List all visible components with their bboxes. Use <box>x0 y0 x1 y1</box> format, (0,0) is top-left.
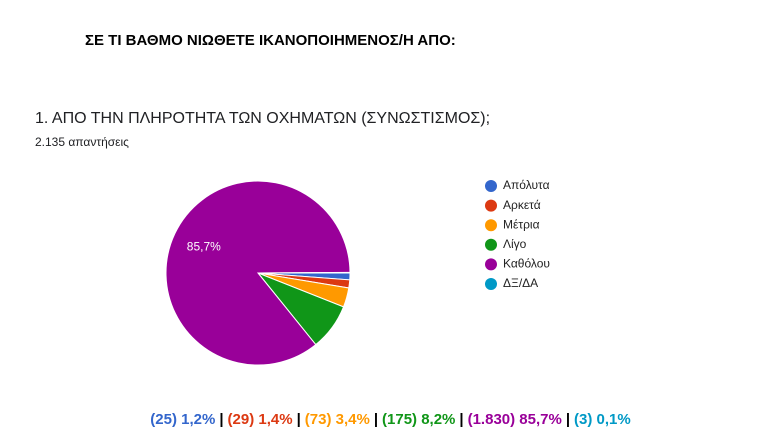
legend-label: Μέτρια <box>503 217 540 231</box>
legend-marker <box>485 278 497 290</box>
legend-label: ΔΞ/ΔΑ <box>503 276 538 290</box>
separator: | <box>296 411 301 428</box>
legend-marker <box>485 199 497 212</box>
legend-marker <box>485 180 497 192</box>
chart: 85,7% Απόλυτα Αρκετά Μέτρια Λίγο Καθόλου ΔΞ/ΔΑ <box>165 178 550 366</box>
separator: | <box>373 411 379 428</box>
pie-slice <box>257 271 351 274</box>
separator: | <box>219 411 224 428</box>
chart-subtitle: 2.135 απαντήσεις <box>35 135 129 149</box>
chart-title: 1. ΑΠΟ ΤΗΝ ΠΛΗΡΟΤΗΤΑ ΤΩΝ ΟΧΗΜΑΤΩΝ (ΣΥΝΩΣ… <box>35 110 491 127</box>
legend-marker <box>485 219 497 232</box>
legend-label: Καθόλου <box>503 257 550 271</box>
summary-item: (175) 8,2% <box>382 411 456 428</box>
separator: | <box>565 411 571 428</box>
summary-item: (1.830) 85,7% <box>467 411 562 428</box>
legend-marker <box>485 258 497 271</box>
summary-item: (73) 3,4% <box>304 411 370 428</box>
summary: (25) 1,2% | (29) 1,4% | (73) 3,4% | (175) 8,2%… <box>0 411 781 428</box>
legend-label: Αρκετά <box>503 198 541 212</box>
summary-item: (29) 1,4% <box>227 411 293 428</box>
legend-label: Λίγο <box>503 237 527 251</box>
summary-item: (3) 0,1% <box>574 411 631 428</box>
summary-item: (25) 1,2% <box>150 411 216 428</box>
legend-marker <box>485 238 497 251</box>
slice-label: 85,7% <box>187 239 221 253</box>
legend-label: Απόλυτα <box>503 178 550 192</box>
page-title: ΣΕ ΤΙ ΒΑΘΜΟ ΝΙΩΘΕΤΕ ΙΚΑΝΟΠΟΙΗΜΕΝΟΣ/Η ΑΠΟ… <box>85 32 456 49</box>
separator: | <box>459 411 464 428</box>
